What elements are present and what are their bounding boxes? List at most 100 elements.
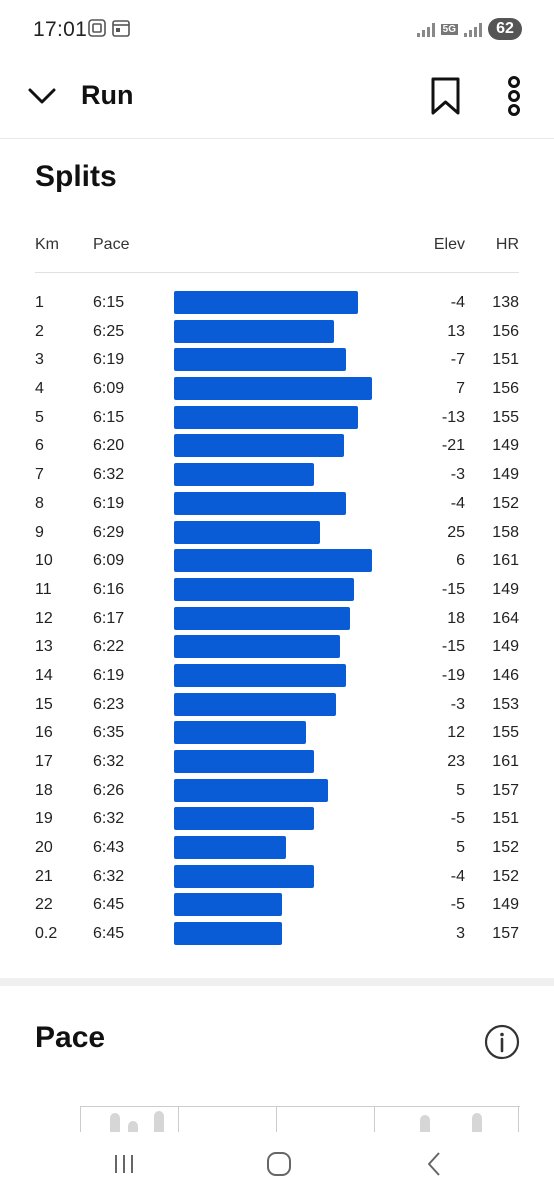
battery-level: 62 [496, 20, 514, 37]
split-pace-bar [174, 405, 358, 429]
more-options-button[interactable] [500, 74, 528, 118]
split-km: 20 [35, 839, 53, 857]
split-hr: 151 [492, 810, 519, 828]
split-hr: 146 [492, 666, 519, 684]
split-pace-bar [174, 721, 306, 745]
split-row: 4 6:09 7 156 [35, 375, 519, 404]
pace-title: Pace [35, 1021, 106, 1054]
split-elev: 7 [456, 380, 465, 398]
recent-apps-button[interactable] [104, 1146, 144, 1182]
split-hr: 149 [492, 896, 519, 914]
split-hr: 161 [492, 552, 519, 570]
network-badge: 5G [440, 23, 458, 35]
header-pace: Pace [93, 236, 130, 253]
screenshot-icon [88, 19, 106, 37]
split-pace-bar [174, 319, 334, 343]
split-row: 12 6:17 18 164 [35, 605, 519, 634]
info-icon [484, 1024, 520, 1060]
section-divider [0, 978, 554, 986]
split-pace: 6:43 [93, 839, 125, 857]
bookmark-button[interactable] [428, 74, 464, 118]
splits-header: Km Pace Elev HR [35, 236, 519, 273]
split-elev: 5 [456, 839, 465, 857]
chart-gridline [80, 1107, 81, 1133]
split-pace-bar [174, 491, 346, 515]
split-hr: 156 [492, 322, 519, 340]
split-pace: 6:09 [93, 552, 125, 570]
split-row: 19 6:32 -5 151 [35, 805, 519, 834]
split-hr: 152 [492, 867, 519, 885]
split-row: 20 6:43 5 152 [35, 834, 519, 863]
split-pace-bar [174, 750, 314, 773]
split-elev: -4 [450, 867, 465, 885]
split-pace-bar [174, 778, 328, 802]
split-row: 15 6:23 -3 153 [35, 691, 519, 720]
system-nav-bar [0, 1132, 554, 1200]
split-km: 16 [35, 724, 53, 742]
home-button[interactable] [259, 1146, 299, 1182]
split-pace: 6:22 [93, 638, 125, 656]
split-hr: 156 [492, 380, 519, 398]
split-row: 2 6:25 13 156 [35, 318, 519, 347]
split-pace: 6:29 [93, 523, 125, 541]
calendar-icon [112, 20, 130, 37]
back-button[interactable] [414, 1146, 454, 1182]
split-pace: 6:15 [93, 408, 125, 426]
chart-area [110, 1113, 120, 1133]
split-pace-bar [174, 663, 346, 687]
split-km: 1 [35, 294, 44, 311]
split-elev: -5 [450, 896, 465, 914]
collapse-button[interactable] [22, 76, 62, 116]
split-elev: 18 [447, 609, 465, 627]
split-pace-bar [174, 463, 314, 487]
split-pace: 6:32 [93, 753, 125, 770]
split-pace: 6:15 [93, 294, 125, 311]
split-km: 4 [35, 380, 44, 398]
split-pace: 6:45 [93, 925, 125, 943]
split-pace: 6:16 [93, 580, 125, 598]
split-row: 22 6:45 -5 149 [35, 891, 519, 920]
split-row: 3 6:19 -7 151 [35, 346, 519, 375]
bookmark-icon [431, 77, 460, 115]
split-elev: 3 [456, 925, 465, 943]
split-elev: 13 [447, 322, 465, 340]
split-pace-bar [174, 893, 282, 917]
split-row: 21 6:32 -4 152 [35, 863, 519, 892]
split-pace: 6:35 [93, 724, 125, 742]
split-hr: 161 [492, 753, 519, 770]
split-km: 9 [35, 523, 44, 541]
split-km: 5 [35, 408, 44, 426]
split-hr: 157 [492, 781, 519, 799]
split-km: 21 [35, 867, 53, 885]
split-hr: 152 [492, 839, 519, 857]
split-hr: 152 [492, 494, 519, 512]
split-pace-bar [174, 922, 282, 946]
split-elev: 5 [456, 781, 465, 799]
split-row: 17 6:32 23 161 [35, 748, 519, 777]
split-elev: -13 [441, 408, 465, 426]
split-km: 0.2 [35, 925, 58, 943]
chevron-down-icon [28, 88, 56, 104]
split-row: 7 6:32 -3 149 [35, 461, 519, 490]
back-icon [428, 1152, 440, 1176]
chart-area [154, 1111, 164, 1133]
status-time: 17:01 [33, 18, 88, 41]
split-pace-bar [174, 377, 372, 401]
split-km: 18 [35, 781, 53, 799]
split-pace: 6:26 [93, 781, 125, 799]
split-pace-bar [174, 291, 358, 314]
chart-gridline [276, 1107, 277, 1133]
more-vertical-icon [508, 76, 520, 116]
split-hr: 164 [492, 609, 519, 627]
split-row: 18 6:26 5 157 [35, 777, 519, 806]
split-pace-bar [174, 549, 372, 573]
split-row: 13 6:22 -15 149 [35, 633, 519, 662]
pace-info-button[interactable] [484, 1024, 520, 1060]
split-row: 1 6:15 -4 138 [35, 289, 519, 318]
split-row: 11 6:16 -15 149 [35, 576, 519, 605]
split-km: 2 [35, 322, 44, 340]
split-row: 0.2 6:45 3 157 [35, 920, 519, 949]
split-pace-bar [174, 606, 350, 630]
split-km: 12 [35, 609, 53, 627]
split-pace-bar [174, 692, 336, 716]
